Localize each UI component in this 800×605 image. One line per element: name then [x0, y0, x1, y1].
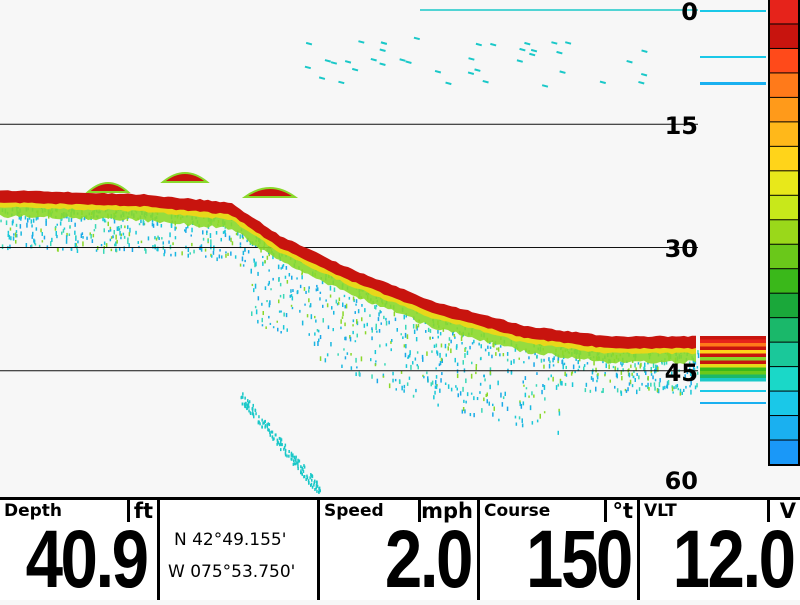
speed-cell: Speed mph 2.0: [320, 500, 480, 600]
depth-cell: Depth ft 40.9: [0, 500, 160, 600]
latitude-value: N 42°49.155': [174, 530, 286, 550]
depth-scale-label-15: 15: [665, 114, 698, 138]
position-cell: N 42°49.155' W 075°53.750': [160, 500, 320, 600]
color-palette-scale: [768, 0, 800, 466]
speed-label: Speed: [324, 501, 384, 521]
voltage-cell: VLT V 12.0: [640, 500, 800, 600]
depth-scale-label-0: 0: [681, 0, 698, 24]
course-cell: Course °t 150: [480, 500, 640, 600]
depth-value: 40.9: [26, 520, 147, 600]
longitude-value: W 075°53.750': [168, 562, 295, 582]
depth-scale-label-60: 60: [665, 469, 698, 493]
course-value: 150: [526, 520, 631, 600]
voltage-value: 12.0: [673, 520, 794, 600]
speed-value: 2.0: [385, 520, 471, 600]
depth-scale-label-45: 45: [665, 361, 698, 385]
depth-scale-label-30: 30: [665, 237, 698, 261]
data-bar: Depth ft 40.9 N 42°49.155' W 075°53.750'…: [0, 497, 800, 600]
